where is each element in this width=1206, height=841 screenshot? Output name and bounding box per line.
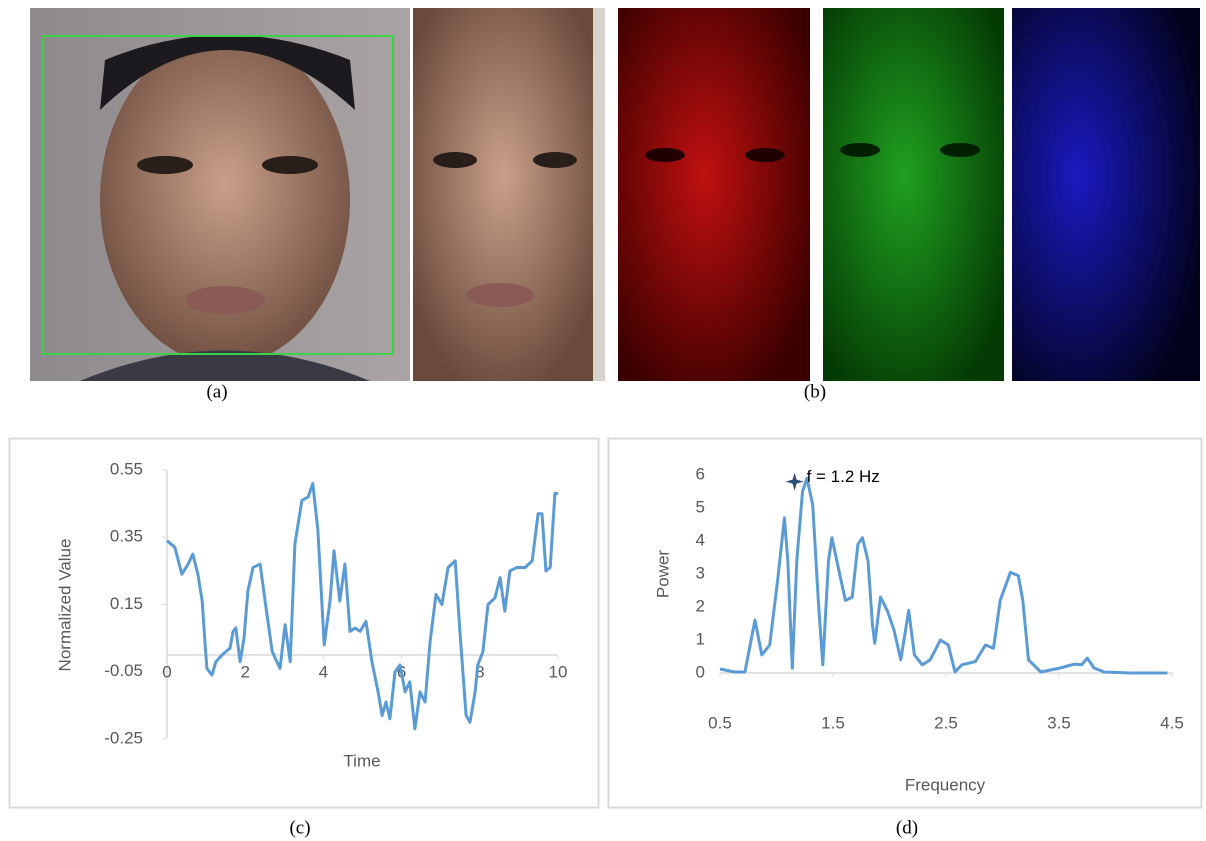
y-tick-label: 4: [696, 530, 705, 549]
y-axis-title: Power: [653, 550, 672, 599]
x-tick-label: 2.5: [934, 713, 958, 732]
caption: (b): [804, 381, 826, 402]
caption: (c): [289, 817, 310, 838]
y-tick-label: 0: [696, 662, 705, 681]
y-tick-label: 1: [696, 629, 705, 648]
y-tick-label: 0.55: [110, 459, 143, 478]
photo-b-blue: [1012, 8, 1200, 381]
photo-a: [30, 8, 410, 381]
chart-frame: [10, 439, 599, 808]
y-tick-label: 0.15: [110, 594, 143, 613]
figure: (a) (b) (c) (d) -0.25-0.050.150.350.5502…: [0, 0, 1206, 841]
x-tick-label: 0.5: [708, 713, 732, 732]
y-tick-label: -0.05: [104, 661, 143, 680]
y-tick-label: -0.25: [104, 728, 143, 747]
y-tick-label: 2: [696, 596, 705, 615]
x-tick-label: 3.5: [1047, 713, 1071, 732]
annotation-marker: [786, 473, 804, 491]
caption: (a): [206, 381, 227, 402]
x-tick-label: 10: [549, 662, 568, 681]
x-tick-label: 1.5: [821, 713, 845, 732]
photo-b-face: [413, 8, 605, 381]
annotation: f = 1.2 Hz: [807, 467, 880, 486]
y-tick-label: 6: [696, 464, 705, 483]
y-tick-label: 3: [696, 563, 705, 582]
x-axis-title: Frequency: [905, 775, 986, 794]
y-tick-label: 5: [696, 497, 705, 516]
x-tick-label: 4.5: [1160, 713, 1184, 732]
y-tick-label: 0.35: [110, 527, 143, 546]
data-line: [720, 478, 1168, 673]
x-tick-label: 0: [162, 662, 171, 681]
x-axis-title: Time: [343, 751, 380, 770]
photo-b-green: [823, 8, 1004, 381]
y-axis-title: Normalized Value: [55, 539, 74, 672]
photo-b-red: [618, 8, 810, 381]
chart-frame: [609, 439, 1202, 808]
data-line: [167, 484, 558, 729]
caption: (d): [896, 817, 918, 838]
x-tick-label: 2: [240, 662, 249, 681]
x-tick-label: 4: [319, 662, 328, 681]
